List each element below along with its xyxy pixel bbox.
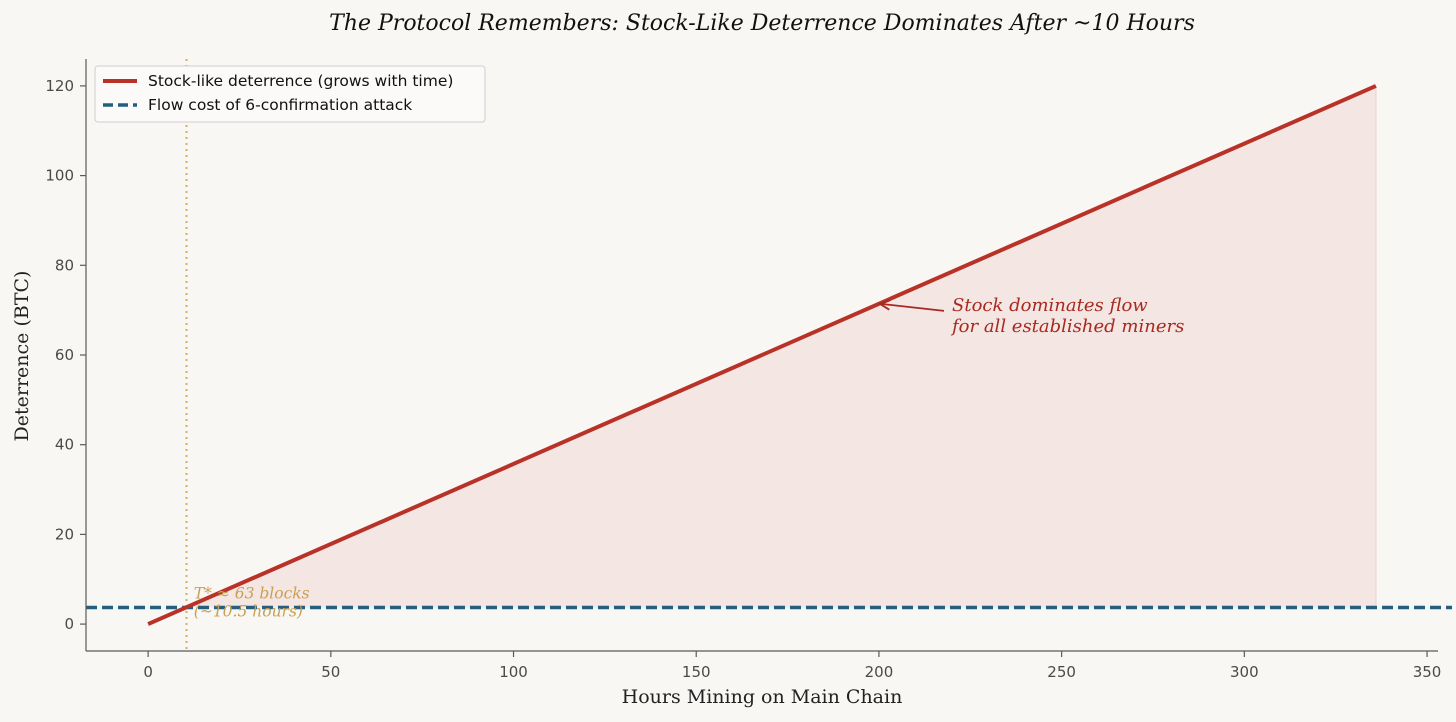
chart-title: The Protocol Remembers: Stock-Like Deter…	[329, 11, 1195, 36]
dominates-arrow-head	[877, 299, 891, 311]
y-tick-label: 60	[55, 346, 74, 364]
y-tick-label: 80	[55, 256, 74, 274]
legend-label-stock: Stock-like deterrence (grows with time)	[148, 72, 453, 90]
x-tick-label: 200	[865, 663, 894, 681]
crossover-annotation-line1: T* ≈ 63 blocks	[194, 584, 310, 602]
x-tick-label: 300	[1230, 663, 1259, 681]
crossover-annotation-line2: (~10.5 hours)	[194, 602, 303, 620]
legend-box	[94, 65, 486, 123]
x-tick-label: 350	[1413, 663, 1442, 681]
dominates-annotation-line2: for all established miners	[950, 316, 1184, 337]
y-tick-label: 0	[64, 615, 74, 633]
x-axis-label: Hours Mining on Main Chain	[622, 686, 903, 708]
y-tick-label: 40	[55, 436, 74, 454]
x-tick-label: 250	[1047, 663, 1076, 681]
x-tick-label: 150	[682, 663, 711, 681]
legend: Stock-like deterrence (grows with time) …	[94, 65, 486, 123]
y-tick-label: 100	[45, 167, 74, 185]
x-tick-label: 100	[499, 663, 528, 681]
dominates-arrow-shaft	[880, 302, 945, 312]
legend-label-flow: Flow cost of 6-confirmation attack	[148, 96, 412, 114]
dominates-annotation-line1: Stock dominates flow	[952, 295, 1148, 316]
y-tick-label: 120	[45, 77, 74, 95]
x-tick-label: 0	[143, 663, 153, 681]
series-line-stock	[147, 84, 1377, 626]
y-axis-label: Deterrence (BTC)	[11, 271, 33, 442]
x-tick-label: 50	[321, 663, 340, 681]
y-tick-label: 20	[55, 525, 74, 543]
